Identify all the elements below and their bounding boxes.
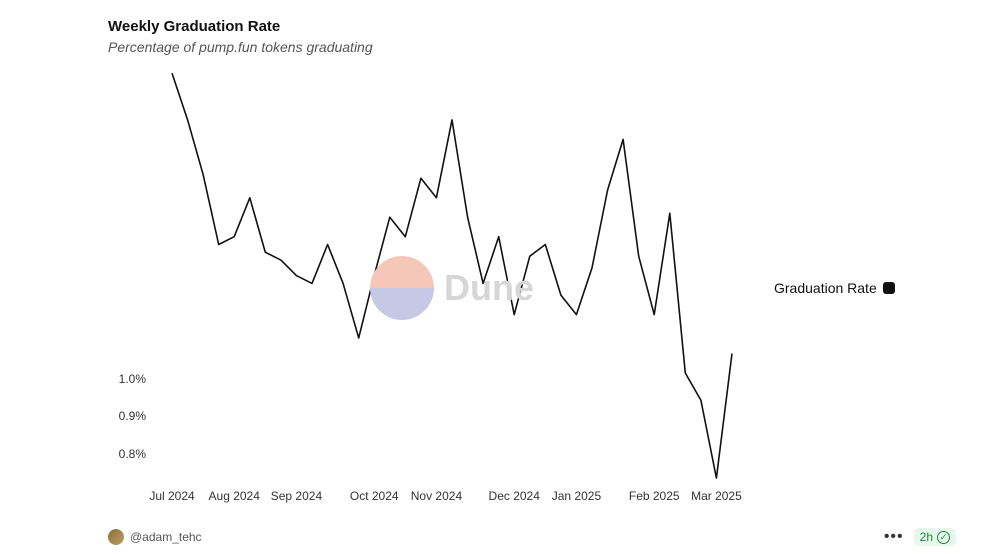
legend-label: Graduation Rate <box>774 280 877 296</box>
author-handle: @adam_tehc <box>130 530 202 544</box>
legend-swatch <box>883 282 895 294</box>
freshness-text: 2h <box>920 530 933 544</box>
x-tick-label: Oct 2024 <box>350 489 399 503</box>
x-tick-label: Jan 2025 <box>552 489 601 503</box>
avatar-icon <box>108 529 124 545</box>
chart-title: Weekly Graduation Rate <box>108 18 956 35</box>
y-tick-label: 0.8% <box>119 447 146 461</box>
chart-subtitle: Percentage of pump.fun tokens graduating <box>108 39 956 55</box>
x-tick-label: Sep 2024 <box>271 489 322 503</box>
x-tick-label: Mar 2025 <box>691 489 742 503</box>
x-tick-label: Jul 2024 <box>149 489 194 503</box>
chart-area: 1.0%0.9%0.8% Dune Jul 2024Aug 2024Sep 20… <box>108 69 956 507</box>
line-chart-svg <box>152 69 752 507</box>
y-tick-label: 1.0% <box>119 372 146 386</box>
author-link[interactable]: @adam_tehc <box>108 529 202 545</box>
x-axis: Jul 2024 Aug 2024 Sep 2024 Oct 2024 Nov 2024… <box>152 489 752 507</box>
check-icon: ✓ <box>937 531 950 544</box>
x-tick-label: Dec 2024 <box>489 489 540 503</box>
footer: @adam_tehc ••• 2h ✓ <box>108 528 956 546</box>
x-tick-label: Aug 2024 <box>209 489 260 503</box>
plot-region: Dune Jul 2024Aug 2024Sep 2024Oct 2024Nov… <box>152 69 752 507</box>
x-tick-label: Nov 2024 <box>411 489 462 503</box>
x-tick-label: Feb 2025 <box>629 489 680 503</box>
more-menu-icon[interactable]: ••• <box>884 528 904 546</box>
y-axis: 1.0% 0.9% 0.8% <box>108 69 152 507</box>
y-tick-label: 0.9% <box>119 409 146 423</box>
legend: Graduation Rate <box>774 280 895 296</box>
freshness-badge[interactable]: 2h ✓ <box>914 528 956 546</box>
